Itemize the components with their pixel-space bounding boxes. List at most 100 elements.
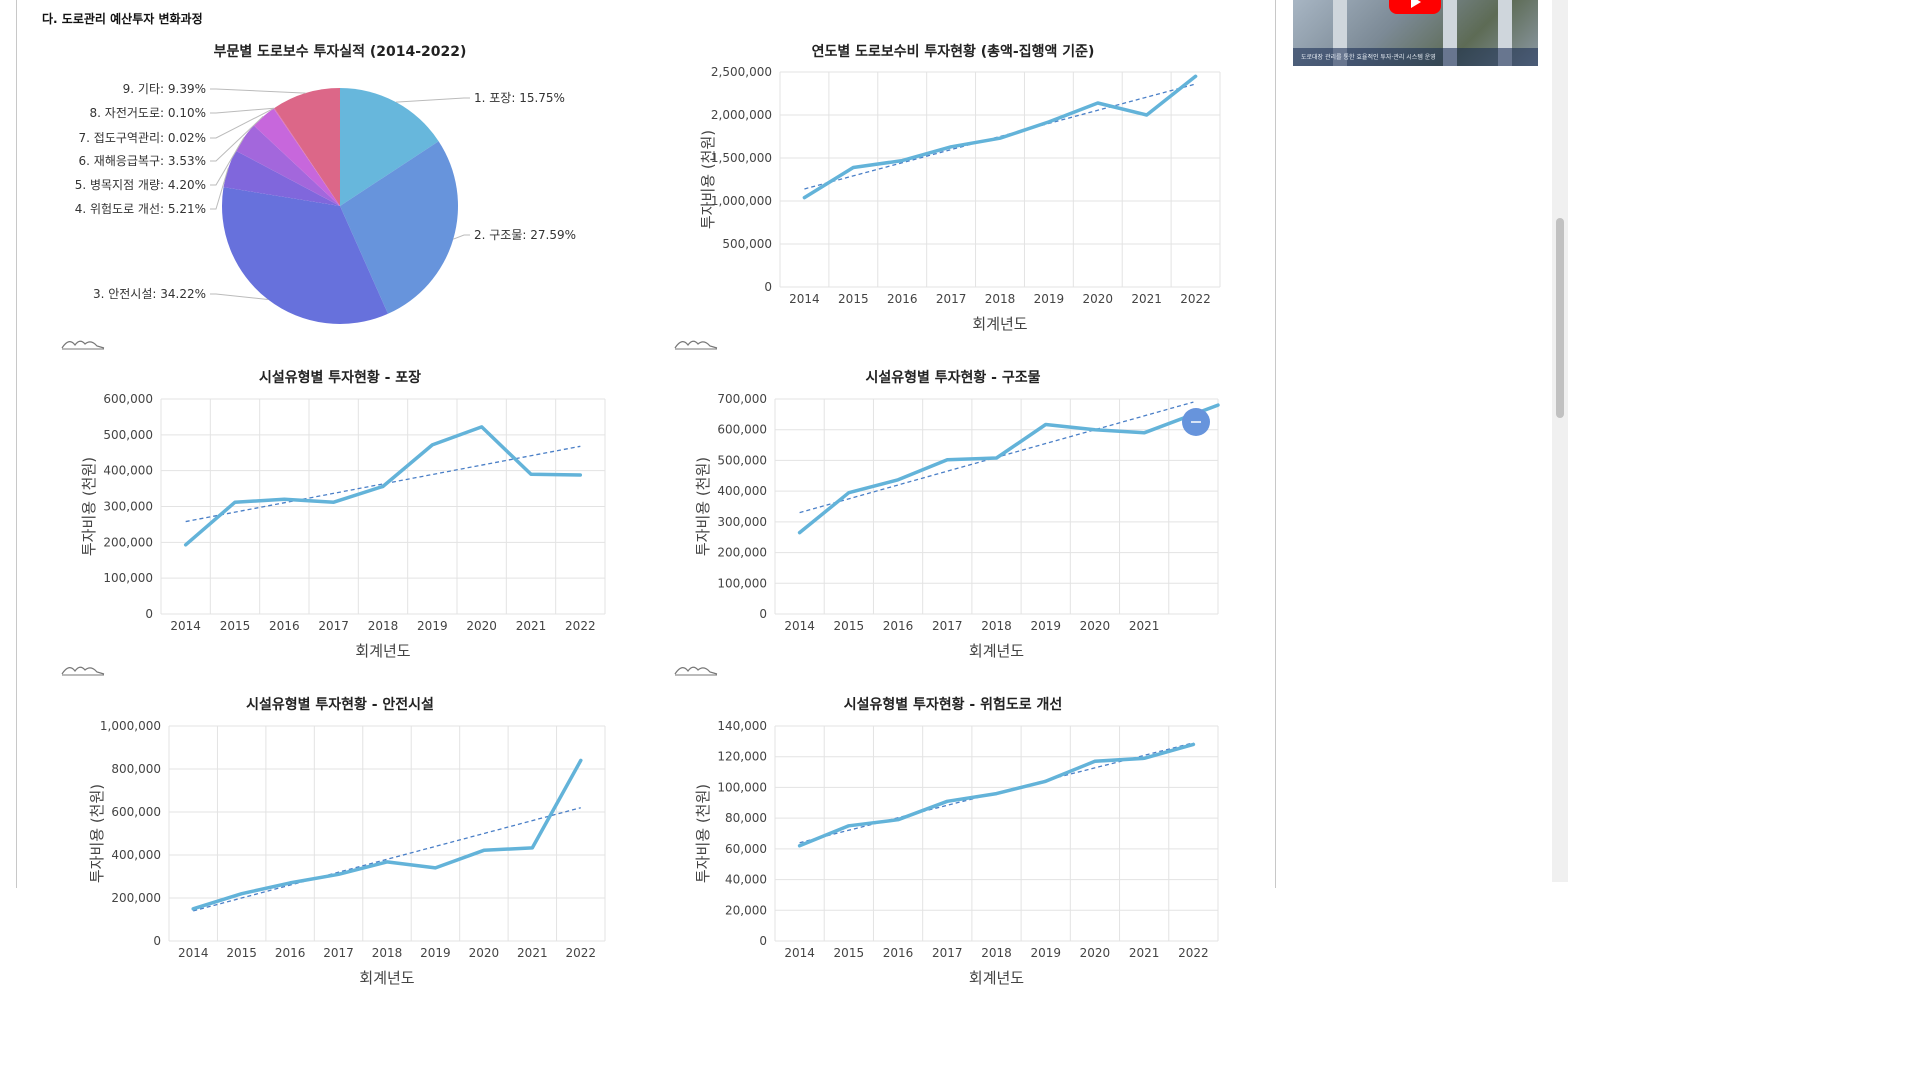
- youtube-play-icon[interactable]: [1389, 0, 1441, 14]
- y-tick-label: 20,000: [725, 903, 767, 917]
- x-tick-label: 2014: [170, 619, 201, 633]
- scrollbar-thumb[interactable]: [1556, 218, 1564, 418]
- y-tick-label: 200,000: [111, 891, 161, 905]
- pie-leader-line: [210, 293, 269, 300]
- y-axis-title: 투자비용 (천원): [80, 457, 98, 556]
- chart-toggle-icon[interactable]: [61, 663, 105, 679]
- series-line[interactable]: [191, 758, 583, 911]
- y-tick-label: 700,000: [717, 392, 767, 406]
- y-tick-label: 800,000: [111, 762, 161, 776]
- trend-line: [804, 83, 1196, 190]
- x-tick-label: 2020: [466, 619, 497, 633]
- chart-toggle-icon[interactable]: [61, 337, 105, 353]
- series-line[interactable]: [797, 742, 1196, 848]
- pie-chart: 부문별 도로보수 투자실적 (2014-2022) 1. 포장: 15.75% 2…: [75, 43, 576, 325]
- pie-slice[interactable]: [273, 108, 340, 206]
- y-tick-label: 200,000: [103, 535, 153, 549]
- y-tick-label: 0: [759, 607, 767, 621]
- y-tick-label: 100,000: [717, 576, 767, 590]
- x-tick-label: 2017: [932, 946, 963, 960]
- x-tick-label: 2018: [368, 619, 399, 633]
- trend-line: [185, 445, 581, 523]
- pie-slice[interactable]: [340, 88, 439, 206]
- x-tick-label: 2017: [318, 619, 349, 633]
- pie-slice[interactable]: [253, 108, 340, 206]
- x-tick-label: 2018: [981, 946, 1012, 960]
- y-tick-label: 600,000: [111, 805, 161, 819]
- pie-slice[interactable]: [273, 107, 340, 206]
- y-tick-label: 600,000: [717, 423, 767, 437]
- pie-leader-line: [210, 137, 245, 186]
- pie-slice[interactable]: [235, 125, 340, 206]
- x-tick-label: 2022: [1180, 292, 1211, 306]
- pie-slice-label: 8. 자전거도로: 0.10%: [90, 106, 206, 120]
- y-tick-label: 300,000: [103, 500, 153, 514]
- x-tick-label: 2021: [516, 619, 547, 633]
- y-tick-label: 500,000: [717, 453, 767, 467]
- y-tick-label: 40,000: [725, 873, 767, 887]
- y-axis-title: 투자비용 (천원): [699, 130, 717, 229]
- pie-slice-label: 4. 위험도로 개선: 5.21%: [75, 202, 206, 216]
- series-line[interactable]: [802, 74, 1198, 200]
- y-tick-label: 500,000: [103, 428, 153, 442]
- x-tick-label: 2017: [932, 619, 963, 633]
- trend-line: [193, 807, 581, 912]
- pie-leader-line: [210, 107, 275, 114]
- x-axis-title: 회계년도: [355, 642, 410, 660]
- y-tick-label: 200,000: [717, 546, 767, 560]
- y-tick-label: 80,000: [725, 811, 767, 825]
- pie-slice[interactable]: [340, 141, 459, 314]
- y-tick-label: 100,000: [103, 571, 153, 585]
- pie-chart-title: 부문별 도로보수 투자실적 (2014-2022): [214, 43, 467, 60]
- x-tick-label: 2016: [883, 946, 914, 960]
- chart-title: 연도별 도로보수비 투자현황 (총액-집행액 기준): [812, 43, 1095, 60]
- pie-slice[interactable]: [223, 150, 340, 206]
- x-axis-title: 회계년도: [972, 315, 1027, 333]
- x-tick-label: 2015: [220, 619, 251, 633]
- pavement-line-chart: 시설유형별 투자현황 - 포장 0 100,000 200,000 300,000 400…: [80, 369, 606, 660]
- chart-title: 시설유형별 투자현황 - 위험도로 개선: [844, 696, 1063, 713]
- y-tick-label: 60,000: [725, 842, 767, 856]
- x-tick-label: 2021: [517, 946, 548, 960]
- series-line[interactable]: [797, 403, 1220, 535]
- pie-slice-label: 6. 재해응급복구: 3.53%: [79, 154, 206, 168]
- pie-slice[interactable]: [221, 187, 388, 325]
- x-tick-label: 2019: [1030, 946, 1061, 960]
- y-tick-label: 120,000: [717, 750, 767, 764]
- chart-toggle-icon[interactable]: [674, 663, 718, 679]
- y-tick-label: 300,000: [717, 515, 767, 529]
- x-tick-label: 2017: [936, 292, 967, 306]
- pie-leader-line: [210, 107, 274, 139]
- y-axis-title: 투자비용 (천원): [694, 457, 712, 556]
- y-tick-label: 0: [764, 280, 772, 294]
- y-tick-label: 0: [153, 934, 161, 948]
- x-tick-label: 2021: [1129, 619, 1160, 633]
- safety-line-chart: 시설유형별 투자현황 - 안전시설 0 200,000 400,000 600,000 8…: [88, 696, 606, 987]
- video-thumbnail[interactable]: 도로대장 관리를 통한 효율적인 투자·관리 시스템 운영: [1293, 0, 1538, 66]
- x-tick-label: 2020: [469, 946, 500, 960]
- x-tick-label: 2015: [834, 946, 865, 960]
- x-tick-label: 2021: [1131, 292, 1162, 306]
- x-tick-label: 2016: [883, 619, 914, 633]
- y-tick-label: 500,000: [722, 237, 772, 251]
- x-axis-title: 회계년도: [359, 969, 414, 987]
- x-tick-label: 2020: [1080, 619, 1111, 633]
- x-tick-label: 2022: [1178, 946, 1209, 960]
- pie-slice-label: 9. 기타: 9.39%: [123, 82, 206, 96]
- x-tick-label: 2020: [1083, 292, 1114, 306]
- total-line-chart: 연도별 도로보수비 투자현황 (총액-집행액 기준) 0 500,000 1,000,…: [699, 43, 1221, 333]
- x-tick-label: 2022: [565, 619, 596, 633]
- y-tick-label: 2,500,000: [711, 65, 772, 79]
- pie-slice[interactable]: [274, 88, 340, 206]
- y-tick-label: 1,500,000: [711, 151, 772, 165]
- structure-line-chart: 시설유형별 투자현황 - 구조물 0 100,000 200,000 300,000 40…: [694, 369, 1220, 660]
- x-tick-label: 2018: [372, 946, 403, 960]
- series-line[interactable]: [183, 425, 583, 547]
- y-tick-label: 140,000: [717, 719, 767, 733]
- chart-toggle-icon[interactable]: [674, 337, 718, 353]
- x-tick-label: 2019: [417, 619, 448, 633]
- chart-title: 시설유형별 투자현황 - 구조물: [866, 369, 1041, 386]
- page-scrollbar[interactable]: [1552, 0, 1568, 882]
- y-tick-label: 1,000,000: [100, 719, 161, 733]
- x-tick-label: 2018: [985, 292, 1016, 306]
